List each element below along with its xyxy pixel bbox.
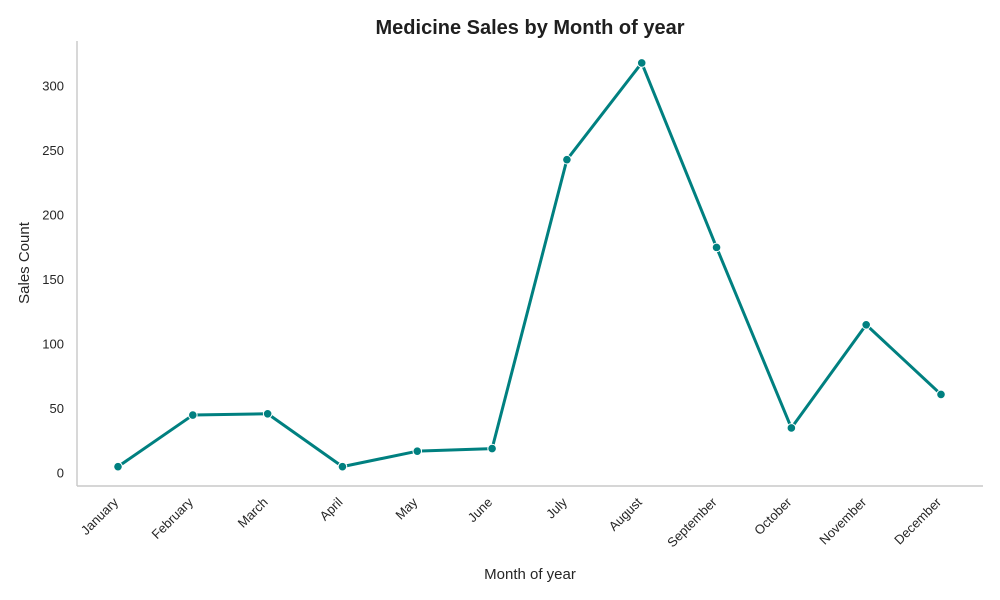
y-tick-label: 0 [57,466,64,481]
x-axis-label: Month of year [484,566,576,583]
x-tick-label: April [317,494,346,523]
x-tick-label: May [392,494,420,522]
y-tick-label: 100 [42,337,64,352]
data-point [113,461,123,472]
chart-title: Medicine Sales by Month of year [376,17,685,39]
y-tick-label: 50 [50,401,64,416]
data-point [337,461,348,472]
x-tick-label: October [751,494,795,538]
data-point [711,242,722,253]
data-point [412,446,423,456]
data-point [562,154,572,165]
data-point [487,443,497,454]
x-tick-label: December [891,494,944,547]
x-tick-label: March [235,495,271,531]
x-axis-ticks: January February March April May June July Augu… [78,494,945,550]
data-point [861,319,871,330]
y-tick-label: 200 [42,208,64,223]
x-tick-label: August [606,494,645,533]
series-layer [113,58,946,472]
x-tick-label: February [149,494,197,542]
x-tick-label: January [78,494,122,538]
data-point [936,389,946,400]
y-tick-label: 250 [42,143,64,158]
y-axis-label: Sales Count [16,221,33,304]
y-axis-ticks: 0 50 100 150 200 250 300 [42,79,64,481]
x-tick-label: July [543,494,570,521]
x-tick-label: June [465,495,496,526]
x-tick-label: November [816,494,869,547]
data-point [188,410,198,420]
y-tick-label: 150 [42,272,64,287]
data-point [262,408,273,419]
series-line [116,61,943,469]
data-point [636,58,647,68]
data-point [786,423,797,433]
x-tick-label: September [664,494,720,550]
y-tick-label: 300 [42,79,64,94]
